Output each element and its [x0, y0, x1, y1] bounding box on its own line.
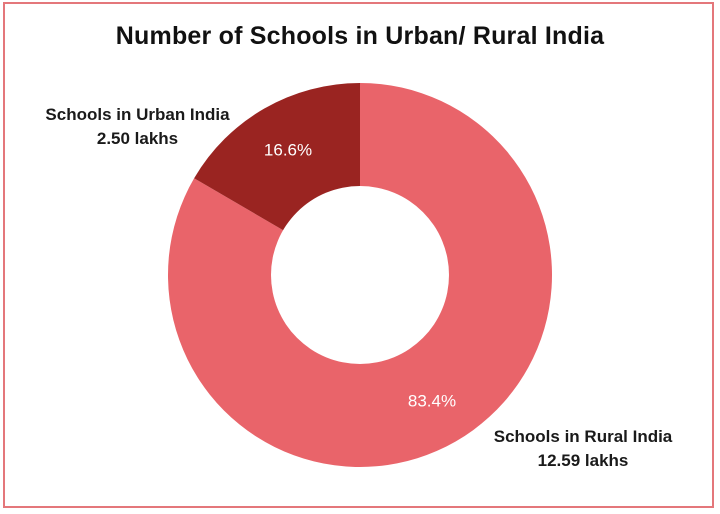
urban-percent-label: 16.6% — [264, 141, 312, 160]
urban-slice-label: Schools in Urban India 2.50 lakhs — [30, 103, 245, 151]
urban-slice-value: 2.50 lakhs — [96, 129, 179, 148]
rural-percent-label: 83.4% — [408, 391, 456, 410]
donut-hole — [271, 186, 449, 364]
rural-slice-label: Schools in Rural India 12.59 lakhs — [478, 425, 688, 473]
chart-title: Number of Schools in Urban/ Rural India — [115, 22, 605, 50]
chart-border — [3, 2, 714, 508]
rural-slice-value: 12.59 lakhs — [537, 451, 629, 470]
urban-slice-name: Schools in Urban India — [45, 105, 230, 124]
rural-slice-name: Schools in Rural India — [493, 427, 673, 446]
